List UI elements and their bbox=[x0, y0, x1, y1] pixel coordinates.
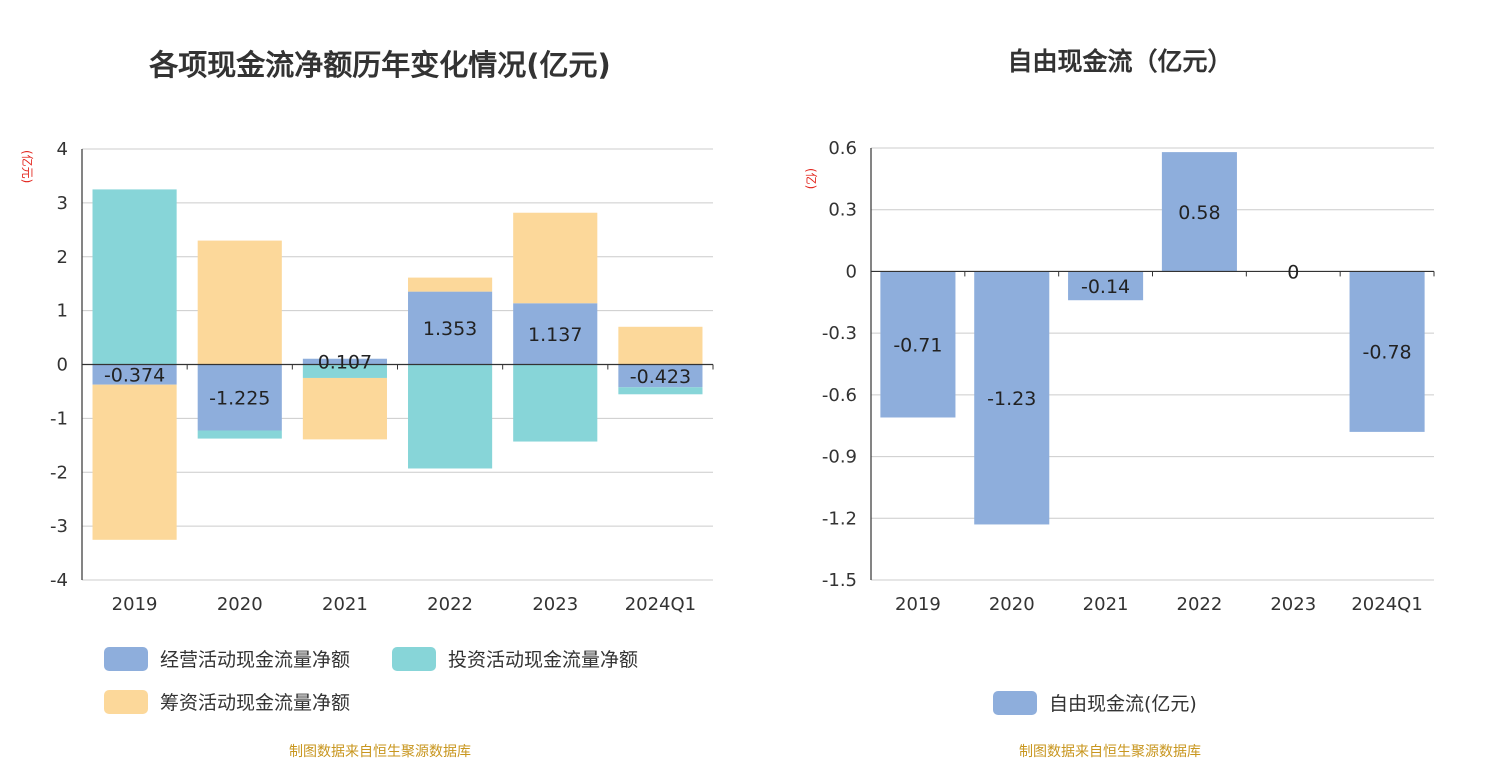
y-tick-label: 0.6 bbox=[828, 138, 857, 159]
data-source-note: 制图数据来自恒生聚源数据库 bbox=[1019, 744, 1201, 760]
legend-label: 自由现金流(亿元) bbox=[1049, 693, 1197, 715]
bar-segment bbox=[513, 212, 598, 304]
bar-segment bbox=[302, 377, 387, 440]
cash-flow-stacked-chart: 各项现金流净额历年变化情况(亿元) (亿元) 4 3 2 1 0 -1 -2 -3 -4 2019… bbox=[20, 48, 714, 760]
y-tick-label: 0.3 bbox=[828, 200, 857, 221]
chart-title: 各项现金流净额历年变化情况(亿元) bbox=[149, 48, 611, 82]
legend-swatch bbox=[993, 690, 1037, 715]
x-tick-label: 2019 bbox=[112, 594, 158, 615]
bar-segment bbox=[618, 387, 703, 395]
data-label: 0 bbox=[1287, 261, 1299, 283]
bar-segment bbox=[197, 240, 282, 365]
y-tick-label: -3 bbox=[50, 516, 68, 537]
y-tick-label: 2 bbox=[57, 247, 68, 268]
y-tick-label: -0.9 bbox=[822, 447, 857, 468]
bar bbox=[1349, 271, 1425, 432]
stacked-bar-plot: 4 3 2 1 0 -1 -2 -3 -4 2019 2020 2021 2022 2023 2024Q1 -… bbox=[50, 139, 714, 615]
bar bbox=[1161, 152, 1237, 272]
y-tick-label: -4 bbox=[50, 570, 68, 591]
data-label: -1.225 bbox=[209, 387, 270, 409]
x-tick-label: 2023 bbox=[1270, 594, 1316, 615]
chart-title: 自由现金流（亿元） bbox=[1007, 47, 1233, 76]
data-label: 0.107 bbox=[318, 352, 372, 374]
legend-swatch bbox=[104, 646, 148, 671]
bar-segment bbox=[92, 384, 177, 540]
x-tick-label: 2021 bbox=[322, 594, 368, 615]
bar bbox=[880, 271, 956, 418]
bar-segment bbox=[408, 277, 493, 292]
legend-swatch bbox=[392, 646, 436, 671]
x-tick-label: 2024Q1 bbox=[1351, 594, 1422, 615]
data-label: -0.71 bbox=[893, 334, 942, 356]
y-tick-label: -2 bbox=[50, 462, 68, 483]
bar-segment bbox=[197, 430, 282, 439]
legend-item-operating[interactable]: 经营活动现金流量净额 bbox=[104, 645, 350, 672]
bar-segment bbox=[302, 364, 387, 378]
bar-segment bbox=[408, 364, 493, 469]
y-tick-label: -0.6 bbox=[822, 385, 857, 406]
data-label: 1.353 bbox=[423, 318, 477, 340]
x-tick-label: 2024Q1 bbox=[625, 594, 696, 615]
x-tick-label: 2020 bbox=[217, 594, 263, 615]
bar-segment bbox=[618, 364, 703, 388]
data-label: 1.137 bbox=[528, 324, 582, 346]
bar-segment bbox=[92, 364, 177, 385]
y-tick-label: -0.3 bbox=[822, 323, 857, 344]
data-label: -0.423 bbox=[630, 366, 691, 388]
x-tick-label: 2020 bbox=[989, 594, 1035, 615]
bar-segment bbox=[513, 303, 598, 365]
y-tick-label: -1.5 bbox=[822, 570, 857, 591]
bar-segment bbox=[408, 291, 493, 365]
x-tick-label: 2019 bbox=[895, 594, 941, 615]
bar-segment bbox=[618, 326, 703, 365]
data-source-note: 制图数据来自恒生聚源数据库 bbox=[289, 744, 471, 760]
bar-segment bbox=[92, 189, 177, 365]
bar-plot: 0.6 0.3 0 -0.3 -0.6 -0.9 -1.2 -1.5 2019 2020 2021 2… bbox=[822, 138, 1435, 615]
data-label: -0.14 bbox=[1081, 276, 1130, 298]
legend-item-free-cash-flow[interactable]: 自由现金流(亿元) bbox=[993, 689, 1197, 716]
legend-label: 筹资活动现金流量净额 bbox=[160, 692, 351, 714]
bar bbox=[974, 271, 1050, 525]
data-label: -0.78 bbox=[1362, 342, 1411, 364]
bar-segment bbox=[513, 364, 598, 442]
free-cash-flow-chart: 自由现金流（亿元） (亿) 0.6 0.3 0 -0.3 -0.6 -0.9 -1.2 -1.… bbox=[750, 0, 1495, 775]
y-tick-label: 0 bbox=[846, 261, 857, 282]
bar bbox=[1068, 271, 1144, 301]
legend-item-investing[interactable]: 投资活动现金流量净额 bbox=[392, 645, 638, 672]
x-tick-label: 2022 bbox=[1177, 594, 1223, 615]
y-tick-label: -1 bbox=[50, 408, 68, 429]
y-tick-label: 3 bbox=[57, 193, 68, 214]
legend-item-financing[interactable]: 筹资活动现金流量净额 bbox=[104, 688, 350, 715]
y-tick-label: 4 bbox=[57, 139, 68, 160]
y-tick-label: 1 bbox=[57, 301, 68, 322]
legend-label: 投资活动现金流量净额 bbox=[448, 649, 639, 671]
x-tick-label: 2021 bbox=[1083, 594, 1129, 615]
legend-swatch bbox=[104, 689, 148, 714]
data-label: -1.23 bbox=[987, 388, 1036, 410]
y-tick-label: -1.2 bbox=[822, 508, 857, 529]
legend-label: 经营活动现金流量净额 bbox=[160, 649, 351, 671]
data-label: -0.374 bbox=[104, 365, 165, 387]
x-tick-label: 2023 bbox=[532, 594, 578, 615]
y-tick-label: 0 bbox=[57, 355, 68, 376]
x-tick-label: 2022 bbox=[427, 594, 473, 615]
data-label: 0.58 bbox=[1178, 202, 1220, 224]
bar-segment bbox=[197, 364, 282, 431]
bar-segment bbox=[302, 358, 387, 365]
